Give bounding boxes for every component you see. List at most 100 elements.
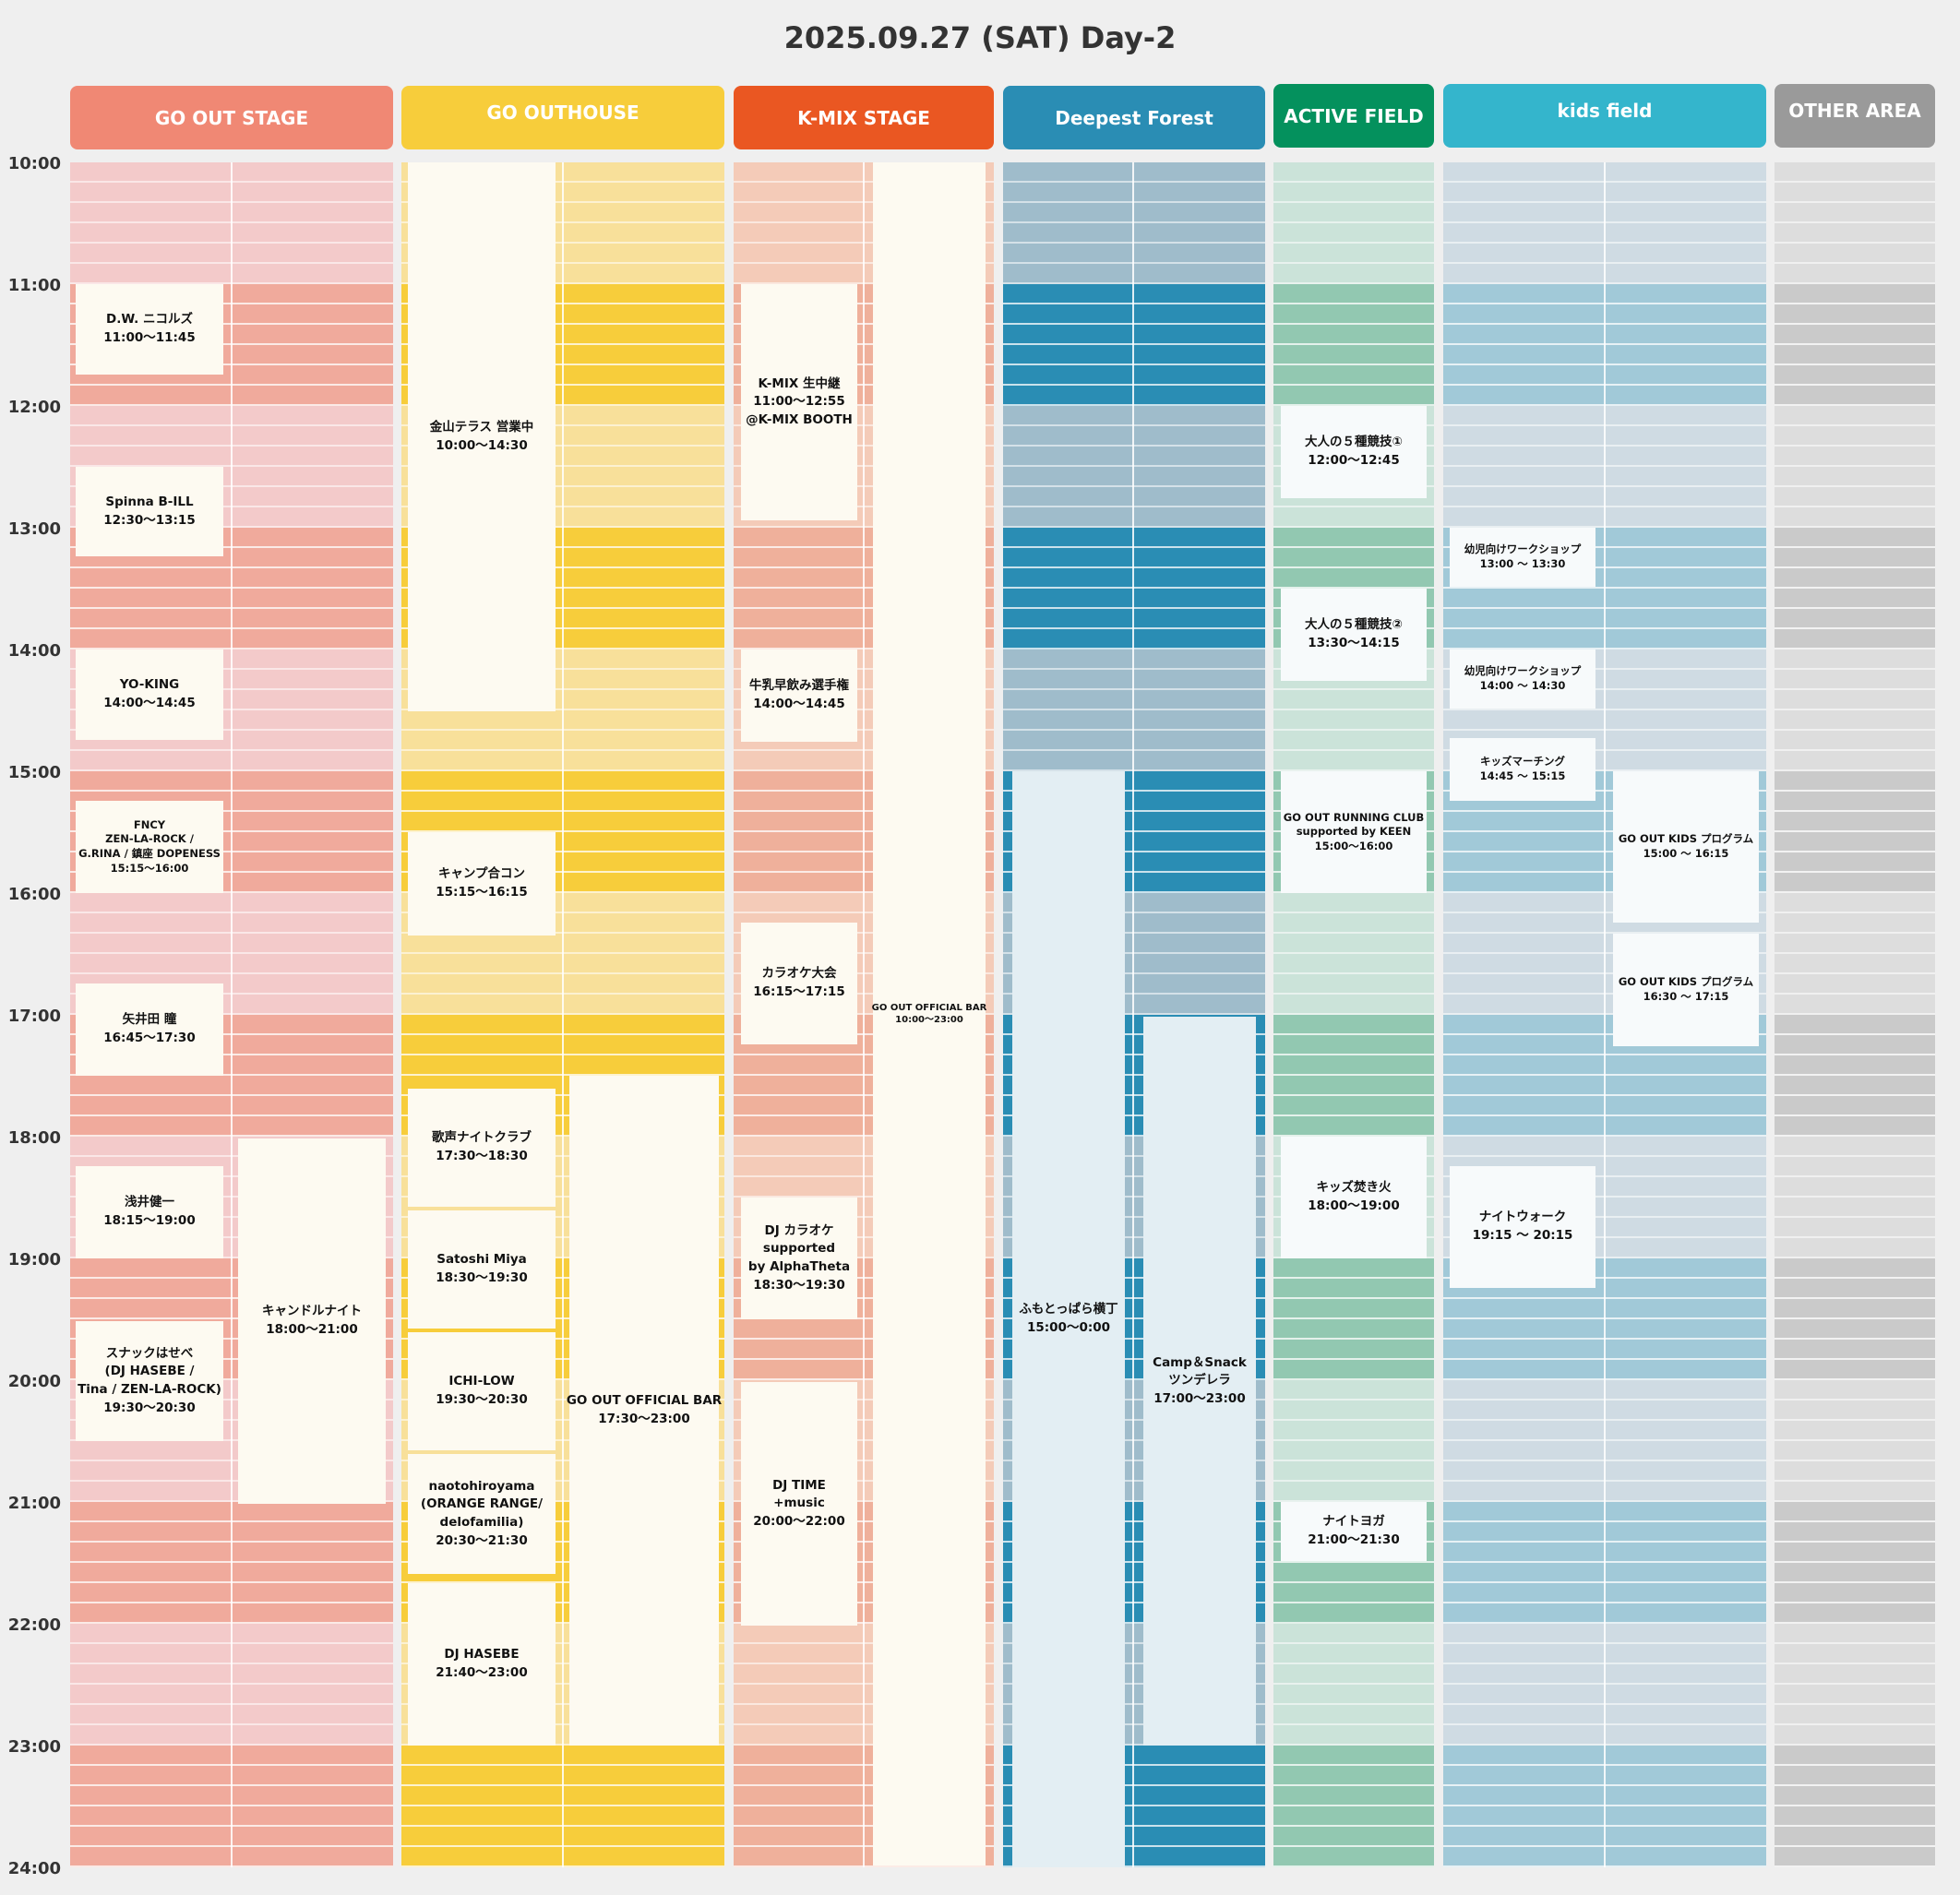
event-title: DJ HASEBE (444, 1647, 520, 1663)
page-title: 2025.09.27 (SAT) Day-2 (783, 20, 1177, 55)
event-detail: (ORANGE RANGE/ (420, 1496, 544, 1512)
time-label: 18:00 (7, 1128, 61, 1148)
event-card[interactable]: ナイトウォーク 19:15 〜 20:15 (1450, 1166, 1595, 1288)
event-title: キッズマーチング (1480, 755, 1565, 769)
event-card[interactable]: 矢井田 瞳 16:45〜17:30 (76, 983, 223, 1076)
event-card[interactable]: YO-KING 14:00〜14:45 (76, 650, 223, 740)
event-title: GO OUT OFFICIAL BAR (871, 1003, 987, 1013)
event-title: Satoshi Miya (436, 1252, 527, 1268)
event-detail: by AlphaTheta (747, 1259, 851, 1274)
event-time: 11:00〜12:55 (753, 394, 845, 410)
event-title: DJ TIME (772, 1477, 826, 1493)
stage-header-kids-field[interactable]: kids field (1443, 84, 1766, 148)
event-card[interactable]: Satoshi Miya 18:30〜19:30 (408, 1210, 556, 1329)
event-card[interactable]: 金山テラス 営業中 10:00〜14:30 (408, 162, 556, 711)
hour-band (1775, 528, 1935, 650)
event-title: YO-KING (119, 677, 180, 693)
column-other-area (1775, 162, 1935, 1867)
event-card[interactable]: FNCY ZEN-LA-ROCK / G.RINA / 鎮座 DOPENESS … (76, 801, 223, 893)
event-title: GO OUT KIDS プログラム (1618, 832, 1754, 846)
event-time: 12:30〜13:15 (103, 512, 196, 528)
event-time: 13:30〜14:15 (1308, 636, 1400, 650)
event-card[interactable]: キャンプ合コン 15:15〜16:15 (408, 832, 556, 936)
stage-header-k-mix-stage[interactable]: K-MIX STAGE (734, 86, 994, 149)
event-card[interactable]: GO OUT KIDS プログラム 15:00 〜 16:15 (1613, 771, 1759, 923)
event-time: 18:30〜19:30 (753, 1277, 845, 1293)
stage-header-other-area[interactable]: OTHER AREA (1775, 84, 1935, 148)
event-time: 16:15〜17:15 (753, 984, 845, 999)
event-time: 15:00〜16:00 (1314, 839, 1393, 852)
hour-band (1003, 284, 1265, 406)
event-time: 17:30〜18:30 (436, 1149, 528, 1163)
event-card[interactable]: ICHI-LOW 19:30〜20:30 (408, 1332, 556, 1450)
event-time: 20:00〜22:00 (753, 1513, 845, 1529)
event-card[interactable]: カラオケ大会 16:15〜17:15 (741, 923, 857, 1044)
time-label: 24:00 (7, 1859, 61, 1878)
event-card[interactable]: naotohiroyama (ORANGE RANGE/ delofamilia… (408, 1454, 556, 1574)
event-title: キャンドルナイト (262, 1304, 362, 1319)
time-label: 12:00 (7, 398, 61, 417)
hour-band (1775, 1624, 1935, 1746)
event-title: ナイトウォーク (1478, 1210, 1567, 1225)
event-card[interactable]: 大人の５種競技① 12:00〜12:45 (1281, 406, 1427, 498)
event-card[interactable]: GO OUT OFFICIAL BAR 10:00〜23:00 (871, 162, 987, 1865)
event-detail: ZEN-LA-ROCK / (105, 832, 194, 846)
hour-band (1775, 1746, 1935, 1867)
event-card[interactable]: 牛乳早飲み選手権 14:00〜14:45 (741, 650, 857, 742)
event-time: 14:45 〜 15:15 (1479, 769, 1566, 782)
event-card[interactable]: スナックはせべ (DJ HASEBE / Tina / ZEN-LA-ROCK)… (76, 1321, 223, 1441)
event-card[interactable]: キッズマーチング 14:45 〜 15:15 (1450, 738, 1595, 801)
event-card[interactable]: GO OUT RUNNING CLUB supported by KEEN 15… (1281, 771, 1427, 893)
event-card[interactable]: 大人の５種競技② 13:30〜14:15 (1281, 589, 1427, 681)
column-divider (562, 162, 564, 1867)
time-label: 13:00 (7, 519, 61, 539)
event-card[interactable]: K-MIX 生中継 11:00〜12:55 @K-MIX BOOTH (741, 284, 857, 520)
stage-header-go-out-stage[interactable]: GO OUT STAGE (70, 86, 393, 149)
event-card[interactable]: GO OUT KIDS プログラム 16:30 〜 17:15 (1613, 934, 1759, 1046)
time-label: 21:00 (7, 1494, 61, 1513)
event-card[interactable]: ナイトヨガ 21:00〜21:30 (1281, 1502, 1427, 1561)
hour-band (1775, 893, 1935, 1015)
event-card[interactable]: DJ HASEBE 21:40〜23:00 (408, 1583, 556, 1746)
event-card[interactable]: Camp＆Snack ツンデレラ 17:00〜23:00 (1143, 1017, 1256, 1746)
event-time: 11:00〜11:45 (103, 330, 196, 345)
event-card[interactable]: キャンドルナイト 18:00〜21:00 (238, 1138, 386, 1504)
event-card[interactable]: キッズ焚き火 18:00〜19:00 (1281, 1137, 1427, 1258)
column-divider (231, 162, 233, 1867)
event-time: 15:00 〜 16:15 (1643, 847, 1729, 860)
event-time: 19:30〜20:30 (103, 1400, 196, 1415)
stage-header-go-outhouse[interactable]: GO OUTHOUSE (401, 86, 724, 149)
event-time: 19:30〜20:30 (436, 1392, 528, 1407)
hour-band (1273, 1746, 1434, 1867)
hour-band (1003, 162, 1265, 284)
event-card[interactable]: Spinna B-ILL 12:30〜13:15 (76, 467, 223, 556)
event-title: naotohiroyama (428, 1478, 535, 1494)
hour-band (1775, 284, 1935, 406)
hour-band (1775, 162, 1935, 284)
event-time: 18:30〜19:30 (436, 1270, 528, 1285)
hour-band (1003, 528, 1265, 650)
hour-band (1273, 1015, 1434, 1137)
event-title: DJ カラオケ (764, 1222, 834, 1238)
event-card[interactable]: 歌声ナイトクラブ 17:30〜18:30 (408, 1089, 556, 1207)
event-time: 12:00〜12:45 (1308, 453, 1400, 468)
event-time: 18:00〜21:00 (266, 1322, 358, 1337)
event-card[interactable]: 幼児向けワークショップ 14:00 〜 14:30 (1450, 650, 1595, 709)
event-card[interactable]: DJ TIME +music 20:00〜22:00 (741, 1382, 857, 1626)
time-label: 22:00 (7, 1615, 61, 1635)
stage-header-deepest-forest[interactable]: Deepest Forest (1003, 86, 1265, 149)
event-title: FNCY (133, 817, 166, 831)
event-card[interactable]: 幼児向けワークショップ 13:00 〜 13:30 (1450, 528, 1595, 587)
event-time: 14:00〜14:45 (103, 696, 196, 710)
event-card[interactable]: D.W. ニコルズ 11:00〜11:45 (76, 284, 223, 375)
event-card[interactable]: DJ カラオケ supported by AlphaTheta 18:30〜19… (741, 1198, 857, 1319)
column-divider (1132, 162, 1134, 1867)
stage-header-active-field[interactable]: ACTIVE FIELD (1273, 84, 1434, 148)
event-time: 16:30 〜 17:15 (1643, 990, 1729, 1003)
event-title: 幼児向けワークショップ (1464, 664, 1582, 678)
event-card[interactable]: GO OUT OFFICIAL BAR 17:30〜23:00 (567, 1076, 722, 1746)
event-card[interactable]: 浅井健一 18:15〜19:00 (76, 1166, 223, 1258)
event-card[interactable]: ふもとっぱら横丁 15:00〜0:00 (1012, 771, 1125, 1867)
hour-band (1003, 650, 1265, 771)
event-detail: Tina / ZEN-LA-ROCK) (78, 1382, 221, 1397)
